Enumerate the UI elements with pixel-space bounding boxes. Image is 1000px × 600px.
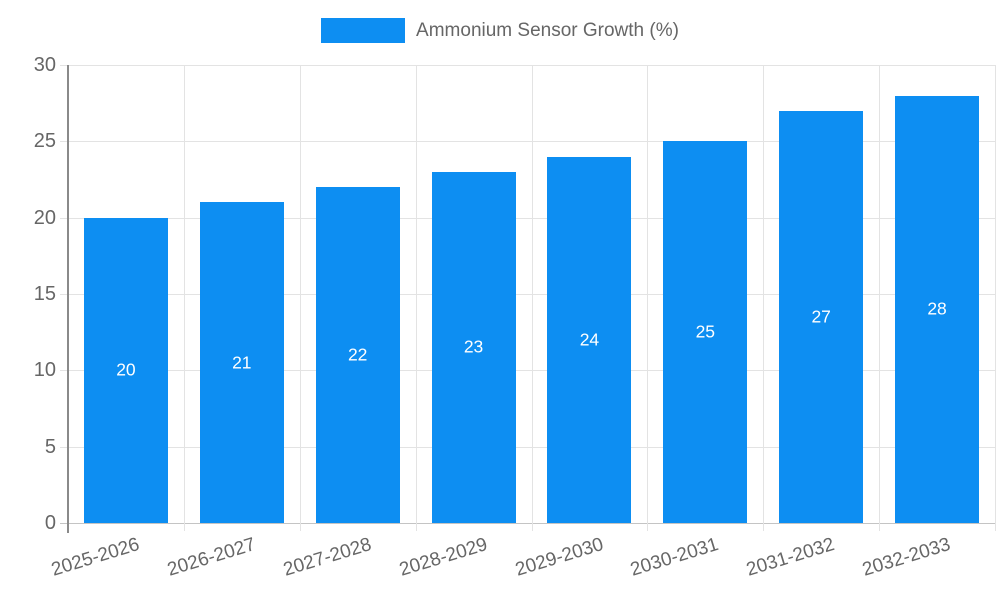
bar-value-label: 25 <box>695 321 716 342</box>
y-gridline <box>60 217 995 219</box>
y-axis-tick-label: 10 <box>33 359 56 382</box>
y-gridline <box>60 446 995 448</box>
y-axis-line <box>67 65 69 533</box>
x-gridline <box>183 65 185 531</box>
x-axis-tick-label: 2027-2028 <box>280 534 374 581</box>
y-axis-tick-label: 30 <box>33 54 56 76</box>
x-axis-tick-label: 2031-2032 <box>744 534 838 581</box>
bar: 27 <box>779 110 864 523</box>
x-axis-tick-label: 2030-2031 <box>628 534 722 581</box>
bar-value-label: 20 <box>116 359 136 380</box>
bar-value-label: 27 <box>811 306 831 327</box>
y-gridline <box>60 523 995 524</box>
legend-swatch <box>321 18 406 43</box>
x-gridline <box>647 65 649 531</box>
x-gridline <box>763 65 765 531</box>
x-gridline <box>879 65 881 531</box>
bar: 28 <box>895 95 980 523</box>
bar-value-label: 23 <box>463 336 484 357</box>
y-axis-tick-label: 0 <box>44 512 56 534</box>
bar: 22 <box>315 187 400 523</box>
y-gridline <box>60 141 995 143</box>
bar: 20 <box>83 217 168 523</box>
bar-value-label: 24 <box>579 329 600 350</box>
x-axis-tick-label: 2026-2027 <box>164 534 258 581</box>
x-gridline <box>415 65 417 531</box>
y-axis-tick-label: 15 <box>33 283 56 305</box>
x-gridline <box>299 65 301 531</box>
legend-label: Ammonium Sensor Growth (%) <box>416 20 679 41</box>
legend[interactable]: Ammonium Sensor Growth (%) <box>0 18 1000 43</box>
bar-value-label: 21 <box>232 352 252 373</box>
bar: 24 <box>547 156 632 523</box>
x-axis-tick-label: 2025-2026 <box>49 534 143 581</box>
y-axis-tick-label: 5 <box>44 435 56 458</box>
x-gridline <box>995 65 996 531</box>
y-gridline <box>60 370 995 372</box>
bar-value-label: 28 <box>927 298 947 319</box>
x-axis-tick-label: 2032-2033 <box>860 534 954 581</box>
x-axis-tick-label: 2029-2030 <box>512 534 606 581</box>
bar: 21 <box>199 202 284 523</box>
x-axis-tick-label: 2028-2029 <box>396 534 490 581</box>
y-axis-tick-label: 25 <box>33 130 56 153</box>
bar: 25 <box>663 141 748 523</box>
plot-area: 0 5 10 15 20 25 30 20 21 22 23 24 25 27 28 2025-2026 202… <box>34 55 996 581</box>
x-gridline <box>531 65 533 531</box>
y-gridline <box>60 294 995 295</box>
bar: 23 <box>431 171 516 523</box>
y-axis-tick-label: 20 <box>33 206 56 229</box>
y-gridline <box>60 65 995 66</box>
bar-value-label: 22 <box>347 344 368 365</box>
